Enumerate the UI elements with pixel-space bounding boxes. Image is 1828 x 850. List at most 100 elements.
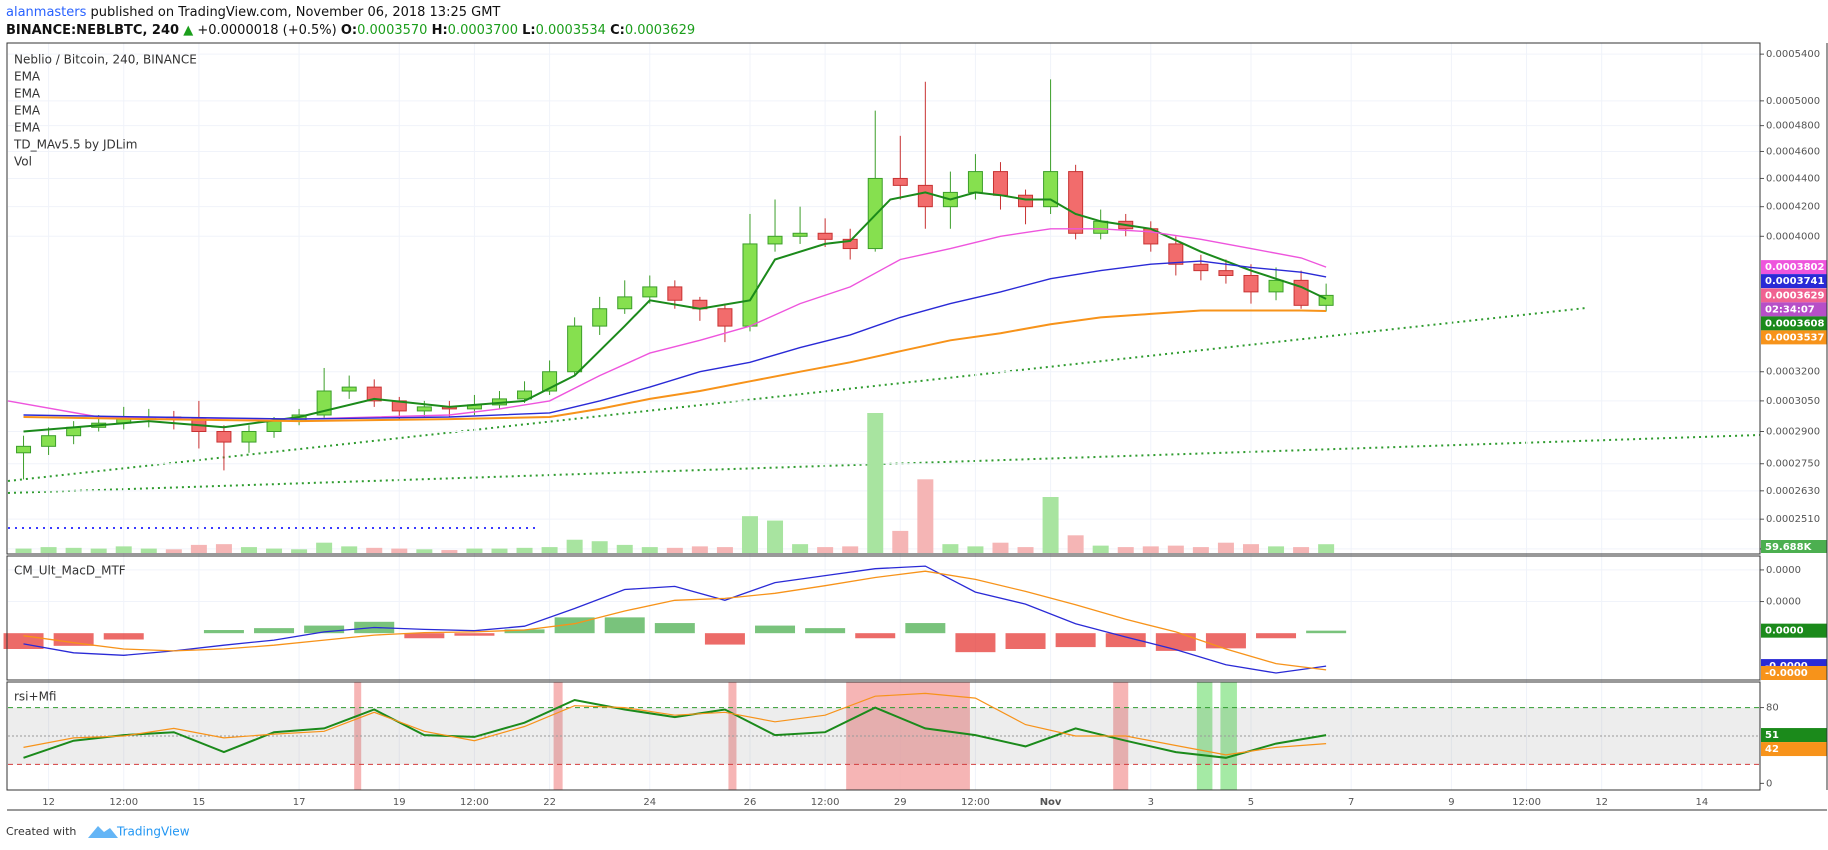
volume-bar	[1268, 546, 1285, 553]
ema-line	[23, 191, 1327, 433]
ohlc-key: O:	[341, 23, 357, 38]
histogram-bar	[1256, 633, 1297, 639]
volume-bar	[466, 548, 483, 553]
candle-body	[416, 406, 432, 412]
y-tick-label: 0.0004200	[1766, 202, 1820, 213]
volume-bar	[641, 547, 658, 553]
candle-body	[767, 235, 783, 245]
candle-body	[266, 420, 282, 432]
candle-body	[1268, 279, 1284, 293]
y-tick-label: 0.0005000	[1766, 96, 1820, 107]
panel-title: CM_Ult_MacD_MTF	[14, 564, 126, 578]
candle-body	[1243, 274, 1259, 293]
volume-bar	[817, 547, 834, 553]
y-tick-label: 0.0000	[1766, 565, 1801, 576]
volume-bar	[842, 546, 859, 553]
candle-body	[792, 232, 808, 237]
price-tag: 0.0003802	[1765, 262, 1825, 273]
volume-bar	[516, 547, 533, 553]
volume-tag: 59.688K	[1765, 542, 1813, 553]
author[interactable]: alanmasters	[6, 5, 87, 20]
volume-bar	[716, 547, 733, 553]
y-tick-label: 0.0003200	[1766, 367, 1820, 378]
price-tag: 0.0003608	[1765, 318, 1825, 329]
histogram-bar	[604, 617, 645, 634]
histogram-bar	[1055, 633, 1096, 648]
y-tick-label: 0	[1766, 778, 1772, 789]
x-tick-label: 12:00	[109, 797, 138, 808]
candle-body	[717, 308, 733, 327]
candle-body	[642, 286, 658, 298]
volume-bar	[1318, 544, 1335, 553]
volume-bar	[741, 516, 758, 553]
x-tick-label: 12:00	[811, 797, 840, 808]
volume-bar	[1067, 535, 1084, 553]
y-tick-label: 0.0000	[1766, 597, 1801, 608]
trend-line	[7, 307, 1587, 482]
y-tick-label: 80	[1766, 703, 1779, 714]
volume-bar	[1092, 545, 1109, 553]
histogram-bar	[404, 633, 445, 639]
candle-body	[992, 171, 1008, 196]
logo[interactable]	[88, 826, 118, 838]
candle-body	[366, 386, 382, 402]
volume-bar	[90, 548, 107, 553]
y-tick-label: 0.0002900	[1766, 426, 1820, 437]
candle-body	[1193, 263, 1209, 272]
price-tag-bg	[1761, 330, 1827, 345]
volume-bar	[767, 520, 784, 553]
footer-brand[interactable]: TradingView	[116, 825, 190, 839]
candle-body	[617, 296, 633, 310]
x-tick-label: 12:00	[961, 797, 990, 808]
oscillator-line	[23, 692, 1327, 756]
histogram-bar	[103, 633, 144, 640]
candle-body	[216, 430, 232, 443]
volume-bar	[115, 546, 132, 553]
volume-bar	[892, 530, 909, 553]
volume-bar	[215, 544, 232, 553]
price-tag: 51	[1765, 730, 1779, 741]
candle-body	[1018, 194, 1034, 208]
volume-bar	[691, 546, 708, 553]
x-tick-label: 12	[42, 797, 55, 808]
histogram-bar	[955, 633, 996, 653]
volume-bar	[1192, 547, 1209, 553]
histogram-bar	[855, 633, 896, 639]
volume-bar	[65, 547, 82, 553]
x-tick-label: 24	[643, 797, 656, 808]
histogram-bar	[304, 625, 345, 634]
volume-bar	[416, 549, 433, 553]
histogram-bar	[704, 633, 745, 645]
volume-bar	[666, 547, 683, 553]
volume-bar	[1293, 547, 1310, 553]
candle-body	[917, 184, 933, 208]
y-tick-label: 0.0003050	[1766, 396, 1820, 407]
histogram-bar	[203, 630, 244, 634]
candle-body	[41, 435, 57, 447]
volume-tag-bg	[1761, 540, 1827, 553]
ohlc-key: C:	[610, 23, 625, 38]
ema-line	[7, 228, 1327, 420]
x-tick-label: 3	[1148, 797, 1154, 808]
volume-bar	[15, 548, 32, 553]
candle-body	[1068, 171, 1084, 234]
volume-bar	[942, 544, 959, 553]
price-tag: 0.0003537	[1765, 332, 1825, 343]
candle-body	[892, 177, 908, 186]
x-tick-label: 22	[543, 797, 556, 808]
x-tick-label: Nov	[1040, 797, 1062, 808]
x-tick-label: 19	[393, 797, 406, 808]
histogram-bar	[805, 628, 846, 634]
volume-bar	[341, 546, 358, 553]
volume-bar	[366, 547, 383, 553]
volume-bar	[992, 542, 1009, 553]
ohlc-value: 0.0003700	[448, 23, 518, 38]
volume-bar	[967, 546, 984, 553]
histogram-bar	[1205, 633, 1246, 649]
candle-body	[1043, 171, 1059, 208]
x-tick-label: 7	[1348, 797, 1354, 808]
change: +0.0000018 (+0.5%)	[197, 23, 336, 38]
symbol-line: BINANCE:NEBLBTC, 240 ▲ +0.0000018 (+0.5%…	[6, 23, 695, 38]
